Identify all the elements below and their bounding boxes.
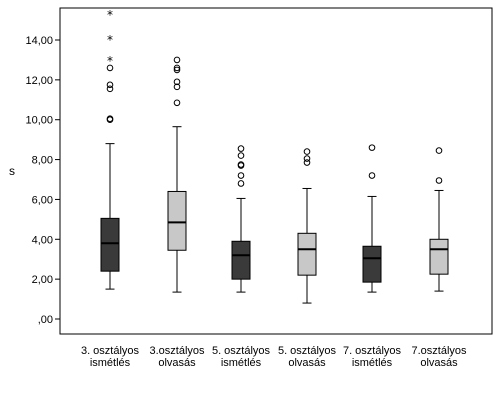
- x-category-label: 5. osztályos: [278, 345, 337, 357]
- box-2: [167, 56, 187, 293]
- outlier-point: [368, 144, 376, 151]
- boxes-group: * * *: [100, 8, 449, 304]
- box-3: [231, 145, 251, 293]
- x-category-label: ismétlés: [352, 357, 393, 369]
- x-category-label: 3.osztályos: [149, 345, 205, 357]
- y-tick-label: 14,00: [25, 35, 53, 47]
- x-category-label: 5. osztályos: [212, 345, 271, 357]
- box-iqr: [297, 232, 317, 276]
- outlier-point: [237, 180, 245, 187]
- outlier-point: [237, 172, 245, 179]
- outlier-point: [237, 161, 245, 168]
- outlier-point: [106, 115, 114, 123]
- outlier-point: [173, 66, 181, 74]
- x-category-label: olvasás: [288, 357, 326, 369]
- outlier-point: [173, 83, 181, 91]
- x-category-label: 7.osztályos: [411, 345, 467, 357]
- y-tick-label: 6,00: [32, 194, 53, 206]
- y-axis-label: s: [9, 164, 15, 178]
- outlier-point: [435, 147, 443, 154]
- outlier-point: [303, 148, 311, 155]
- box-iqr: [231, 240, 251, 280]
- outlier-point: [173, 99, 181, 107]
- outlier-point: [237, 145, 245, 152]
- box-4: [297, 148, 317, 304]
- x-category-label: ismétlés: [90, 357, 131, 369]
- box-5: [362, 144, 382, 293]
- y-tick-label: 2,00: [32, 274, 53, 286]
- y-tick-label: 10,00: [25, 115, 53, 127]
- x-category-label: 3. osztályos: [81, 345, 140, 357]
- box-iqr: [362, 245, 382, 283]
- x-category-label: olvasás: [158, 357, 196, 369]
- x-axis-labels: 3. osztályosismétlés3.osztályosolvasás5.…: [81, 345, 467, 369]
- x-category-label: ismétlés: [221, 357, 262, 369]
- x-category-label: 7. osztályos: [343, 345, 402, 357]
- outlier-point: [173, 78, 181, 86]
- outlier-point: [106, 85, 114, 93]
- extreme-point: *: [107, 33, 113, 47]
- x-category-label: olvasás: [420, 357, 458, 369]
- box-6: [429, 147, 449, 292]
- box-iqr: [167, 190, 187, 251]
- extreme-point: *: [107, 54, 113, 68]
- outlier-point: [303, 159, 311, 166]
- y-axis: ,00 2,00 4,00 6,00 8,00 10,00 12,00 14,00: [25, 35, 60, 326]
- outlier-point: [106, 81, 114, 89]
- box-iqr: [100, 217, 120, 272]
- y-tick-label: 4,00: [32, 234, 53, 246]
- extreme-point: *: [107, 8, 113, 22]
- outlier-point: [368, 172, 376, 179]
- outlier-point: [435, 177, 443, 184]
- outlier-point: [106, 64, 114, 72]
- outlier-point: [173, 64, 181, 72]
- box-1: * * *: [100, 8, 120, 290]
- y-tick-label: 12,00: [25, 75, 53, 87]
- outlier-point: [173, 56, 181, 64]
- box-iqr: [429, 238, 449, 275]
- outlier-point: [303, 155, 311, 162]
- outlier-point: [237, 152, 245, 159]
- plot-area: [59, 7, 493, 335]
- y-tick-label: ,00: [38, 314, 53, 326]
- y-tick-label: 8,00: [32, 155, 53, 167]
